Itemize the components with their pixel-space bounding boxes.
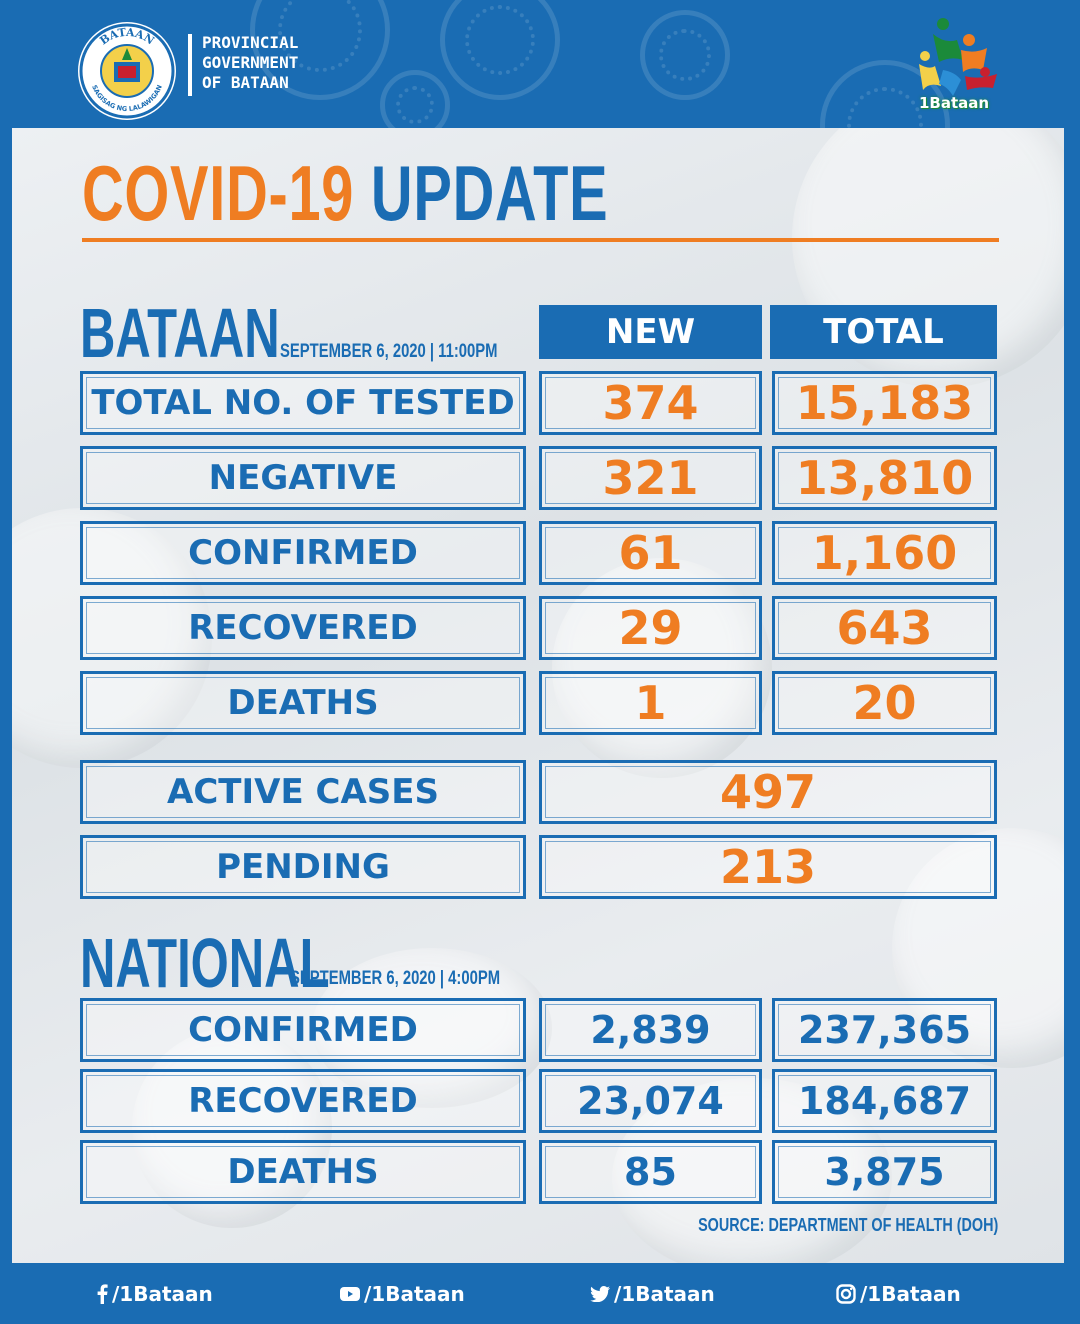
provincial-seal-logo: BATAAN SAGISAG NG LALAWIGAN — [78, 22, 176, 120]
org-line: GOVERNMENT — [202, 53, 299, 72]
title-underline — [82, 238, 999, 242]
row-label-active-cases: ACTIVE CASES — [80, 760, 526, 824]
bataan-active-cases-value: 497 — [539, 760, 997, 824]
source-note: SOURCE: DEPARTMENT OF HEALTH (DOH) — [697, 1215, 998, 1235]
footer-social-bar: /1Bataan /1Bataan /1Bataan /1Bataan — [0, 1263, 1080, 1324]
column-header-new: NEW — [539, 305, 762, 359]
virus-decoration — [440, 0, 560, 100]
bataan-tested-total: 15,183 — [772, 371, 997, 435]
national-date: SEPTEMBER 6, 2020 | 4:00PM — [290, 968, 501, 989]
bataan-section-title: BATAAN — [80, 294, 280, 372]
national-recovered-new: 23,074 — [539, 1069, 762, 1133]
background-bubble — [612, 1078, 892, 1263]
twitter-handle: /1Bataan — [614, 1282, 715, 1306]
facebook-icon — [96, 1284, 108, 1304]
national-deaths-total: 3,875 — [772, 1140, 997, 1204]
row-label-confirmed: CONFIRMED — [80, 521, 526, 585]
national-recovered-total: 184,687 — [772, 1069, 997, 1133]
bataan-deaths-new: 1 — [539, 671, 762, 735]
bataan-negative-total: 13,810 — [772, 446, 997, 510]
bataan-pending-value: 213 — [539, 835, 997, 899]
twitter-icon — [590, 1286, 610, 1302]
bataan-recovered-total: 643 — [772, 596, 997, 660]
youtube-icon — [340, 1287, 360, 1301]
bataan-confirmed-new: 61 — [539, 521, 762, 585]
national-confirmed-new: 2,839 — [539, 998, 762, 1062]
seal-top-text: BATAAN — [97, 26, 156, 48]
twitter-link[interactable]: /1Bataan — [590, 1281, 715, 1307]
org-line: PROVINCIAL — [202, 33, 299, 52]
instagram-icon — [836, 1284, 856, 1304]
page-title: COVID-19 UPDATE — [82, 148, 608, 238]
seal-graphic: BATAAN SAGISAG NG LALAWIGAN — [79, 23, 175, 119]
header-banner: BATAAN SAGISAG NG LALAWIGAN PROVINCIAL G… — [0, 0, 1080, 190]
facebook-link[interactable]: /1Bataan — [96, 1281, 213, 1307]
title-update: UPDATE — [370, 149, 609, 237]
bataan-confirmed-total: 1,160 — [772, 521, 997, 585]
background-bubble — [312, 948, 552, 1108]
instagram-handle: /1Bataan — [860, 1282, 961, 1306]
national-label-deaths: DEATHS — [80, 1140, 526, 1204]
background-bubble — [552, 558, 772, 778]
brand-wordmark: 1Bataan — [918, 94, 990, 112]
row-label-total-tested: TOTAL NO. OF TESTED — [80, 371, 526, 435]
svg-text:BATAAN: BATAAN — [97, 26, 156, 48]
update-card: COVID-19 UPDATE BATAAN SEPTEMBER 6, 2020… — [12, 128, 1064, 1263]
bataan-negative-new: 321 — [539, 446, 762, 510]
national-label-recovered: RECOVERED — [80, 1069, 526, 1133]
youtube-link[interactable]: /1Bataan — [340, 1281, 465, 1307]
org-line: OF BATAAN — [202, 73, 289, 92]
header-divider — [188, 34, 192, 96]
youtube-handle: /1Bataan — [364, 1282, 465, 1306]
column-header-total: TOTAL — [770, 305, 997, 359]
1bataan-brand-logo — [919, 18, 997, 96]
national-label-confirmed: CONFIRMED — [80, 998, 526, 1062]
bataan-deaths-total: 20 — [772, 671, 997, 735]
title-covid: COVID-19 — [82, 149, 355, 237]
row-label-recovered: RECOVERED — [80, 596, 526, 660]
row-label-deaths: DEATHS — [80, 671, 526, 735]
bataan-recovered-new: 29 — [539, 596, 762, 660]
provincial-government-name: PROVINCIAL GOVERNMENT OF BATAAN — [202, 33, 352, 93]
bataan-date: SEPTEMBER 6, 2020 | 11:00PM — [280, 341, 498, 362]
bataan-tested-new: 374 — [539, 371, 762, 435]
facebook-handle: /1Bataan — [112, 1282, 213, 1306]
national-deaths-new: 85 — [539, 1140, 762, 1204]
national-confirmed-total: 237,365 — [772, 998, 997, 1062]
row-label-pending: PENDING — [80, 835, 526, 899]
instagram-link[interactable]: /1Bataan — [836, 1281, 961, 1307]
row-label-negative: NEGATIVE — [80, 446, 526, 510]
background-bubble — [12, 508, 212, 768]
virus-decoration — [640, 10, 730, 100]
national-section-title: NATIONAL — [80, 924, 330, 1002]
